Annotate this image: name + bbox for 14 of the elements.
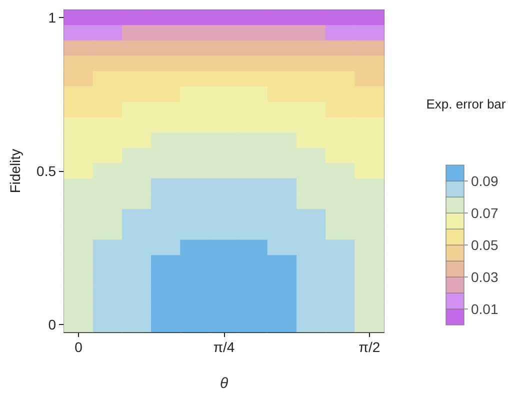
y-tick-label: 0.5	[36, 163, 56, 179]
color-bar-label: 0.05	[471, 237, 498, 253]
y-tick-label: 0	[48, 316, 56, 332]
y-axis-title: Fidelity	[7, 148, 23, 194]
x-tick-label: π/4	[213, 339, 235, 355]
x-tick-label: π/2	[358, 339, 380, 355]
color-bar-label: 0.01	[471, 301, 498, 317]
y-tick-label: 1	[48, 10, 56, 26]
x-tick-label: 0	[74, 339, 83, 355]
color-bar-title: Exp. error bar	[426, 96, 506, 112]
color-bar-label: 0.03	[471, 269, 498, 285]
x-axis-title: θ	[220, 375, 228, 392]
color-bar-label: 0.09	[471, 173, 498, 189]
color-bar-label: 0.07	[471, 205, 498, 221]
